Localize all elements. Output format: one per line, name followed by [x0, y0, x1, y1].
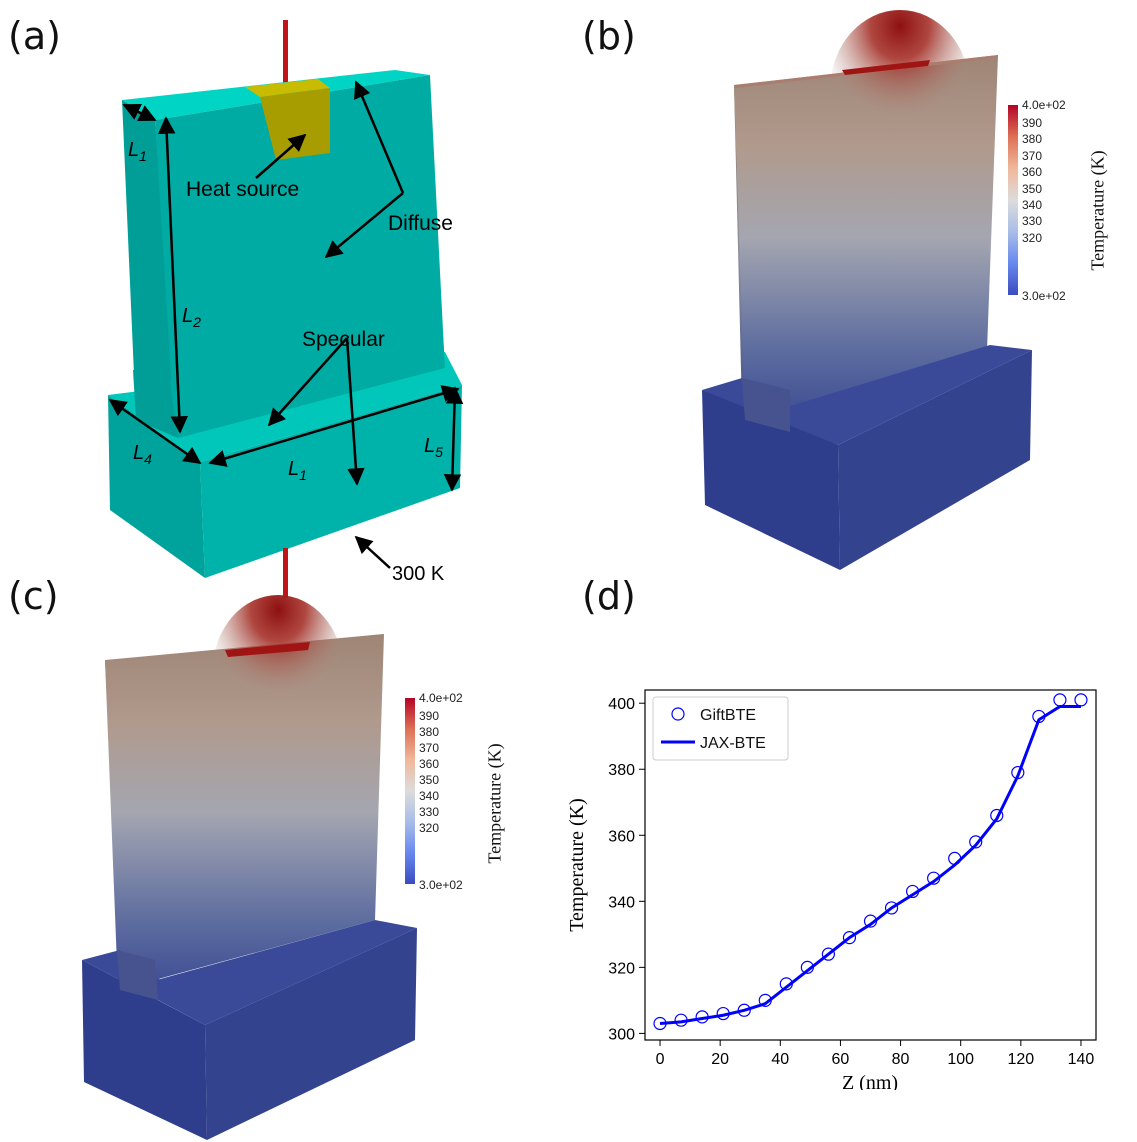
- data-point-giftbte: [821, 947, 836, 961]
- colorbar-min-b: 3.0e+02: [1022, 289, 1066, 303]
- data-point-giftbte: [969, 835, 983, 849]
- data-point-giftbte: [1011, 765, 1025, 780]
- x-tick-label: 20: [711, 1051, 729, 1068]
- hot-spot-c: [213, 595, 343, 745]
- heat-source-top: [245, 79, 330, 97]
- label-l2: L2: [182, 305, 201, 330]
- colorbar-title-c: Temperature (K): [484, 743, 505, 864]
- panel-label-d: (d): [582, 574, 636, 618]
- colorbar-ticks-b: 390 380 370 360 350 340 330 320: [1022, 116, 1043, 245]
- series-points-giftbte: [653, 693, 1088, 1031]
- colorbar-max-c: 4.0e+02: [419, 691, 463, 705]
- dim-arrow-l4: [108, 398, 202, 465]
- colorbar-c: 4.0e+02 390 380 370 360 350 340 330 320 3.0e+02…: [405, 691, 525, 898]
- x-tick-label: 0: [656, 1051, 665, 1068]
- heat-source-label: Heat source: [186, 178, 299, 201]
- data-point-giftbte: [695, 1010, 709, 1024]
- data-point-giftbte: [863, 914, 878, 928]
- heat-rod-bottom: [283, 548, 288, 598]
- heat-source-arrow: [255, 133, 307, 179]
- hot-top-c: [225, 642, 310, 657]
- y-tick-label: 340: [608, 894, 635, 911]
- data-point-giftbte: [1074, 693, 1088, 707]
- hot-spot-b: [830, 10, 970, 170]
- data-point-giftbte: [884, 901, 899, 915]
- legend-label-jax-bte: JAX-BTE: [700, 735, 766, 752]
- diffuse-arrow-face: [324, 192, 404, 259]
- data-point-giftbte: [1053, 693, 1067, 707]
- series-line-jax-bte: [659, 705, 1081, 1025]
- data-point-giftbte: [842, 931, 857, 945]
- bottom-temp-arrow: [354, 535, 391, 569]
- data-point-giftbte: [674, 1013, 688, 1027]
- panel-label-c: (c): [8, 574, 59, 618]
- y-axis-label: Temperature (K): [566, 798, 588, 932]
- data-point-giftbte: [800, 960, 814, 974]
- x-tick-label: 60: [832, 1051, 850, 1068]
- y-tick-label: 380: [608, 762, 635, 779]
- x-tick-label: 40: [771, 1051, 789, 1068]
- y-tick-label: 300: [608, 1026, 635, 1043]
- y-axis-ticks: 300 320 340 360 380 400: [608, 696, 645, 1043]
- panel-label-b: (b): [582, 14, 636, 58]
- data-point-giftbte: [1032, 709, 1046, 724]
- specular-label: Specular: [302, 328, 385, 351]
- dim-arrow-l1-top: [122, 103, 157, 122]
- label-l5: L5: [424, 435, 443, 460]
- specular-arrow-front: [345, 337, 365, 486]
- y-tick-label: 320: [608, 960, 635, 977]
- fin-side-lower-b: [742, 378, 790, 432]
- y-tick-label: 400: [608, 696, 635, 713]
- data-point-giftbte: [948, 851, 962, 865]
- data-point-giftbte: [927, 871, 941, 885]
- x-tick-label: 120: [1007, 1051, 1034, 1068]
- label-l1-side: L1: [128, 139, 147, 164]
- diffuse-arrow-top: [354, 80, 405, 194]
- dim-arrow-l2: [157, 116, 189, 434]
- temperature-profile-chart: 0 20 40 60 80 100 120 140 300 320 340 360 380 400 Gi…: [566, 689, 1097, 1090]
- base-left-face-b: [702, 390, 840, 570]
- data-point-giftbte: [737, 1003, 751, 1017]
- legend-marker-giftbte: [671, 707, 685, 721]
- dim-arrow-l1-bottom: [208, 385, 460, 467]
- base-front-face-c: [205, 928, 417, 1140]
- x-tick-label: 140: [1068, 1051, 1095, 1068]
- data-point-giftbte: [779, 977, 793, 991]
- base-left-face-c: [82, 960, 207, 1140]
- data-point-giftbte: [990, 808, 1004, 823]
- base-top-face-c: [82, 920, 417, 1025]
- chart-legend: GiftBTE JAX-BTE: [652, 696, 789, 761]
- data-point-giftbte: [905, 884, 920, 899]
- colorbar-ticks-c: 390 380 370 360 350 340 330 320: [419, 709, 440, 835]
- specular-arrow-base: [267, 337, 348, 427]
- x-axis-ticks: 0 20 40 60 80 100 120 140: [656, 1040, 1095, 1068]
- data-point-giftbte: [716, 1006, 730, 1021]
- x-tick-label: 100: [947, 1051, 974, 1068]
- plot-frame: [644, 689, 1097, 1041]
- dim-arrow-l5: [443, 386, 464, 492]
- panel-label-a: (a): [8, 14, 61, 58]
- heat-rod-top: [283, 20, 288, 90]
- x-tick-label: 80: [892, 1051, 910, 1068]
- base-front-face-b: [838, 350, 1032, 570]
- label-l4: L4: [133, 442, 152, 467]
- colorbar-max-b: 4.0e+02: [1022, 98, 1066, 112]
- legend-label-giftbte: GiftBTE: [700, 707, 756, 724]
- colorbar-b: 4.0e+02 390 380 370 360 350 340 330 320 3.0e+02…: [1008, 98, 1128, 305]
- fin-side-lower-c: [117, 950, 158, 1000]
- label-l1-bottom: L1: [288, 458, 307, 483]
- heat-source-face: [260, 88, 330, 160]
- data-point-giftbte: [653, 1016, 667, 1031]
- bottom-temp-label: 300 K: [392, 563, 445, 585]
- colorbar-min-c: 3.0e+02: [419, 878, 463, 892]
- y-tick-label: 360: [608, 828, 635, 845]
- x-axis-label: Z (nm): [842, 1072, 898, 1090]
- data-point-giftbte: [758, 993, 772, 1007]
- diffuse-label: Diffuse: [388, 212, 453, 235]
- hot-top-b: [842, 60, 930, 75]
